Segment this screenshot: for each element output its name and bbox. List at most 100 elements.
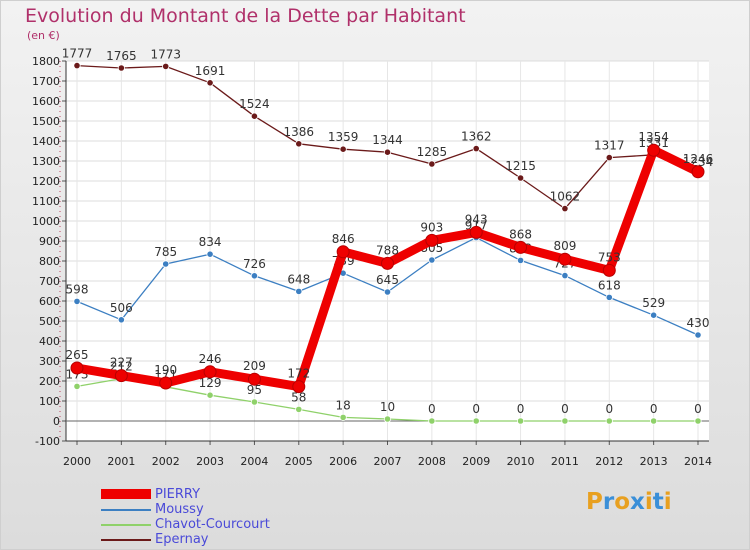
data-label: 0 [694,402,702,416]
data-point [206,250,214,258]
data-label: 430 [687,316,710,330]
x-tick-label: 2002 [152,455,180,468]
data-label: 529 [642,296,665,310]
y-tick-label: 1800 [32,55,60,68]
data-label: 0 [517,402,525,416]
data-label: 227 [110,356,133,370]
data-label: 209 [243,359,266,373]
data-label: 834 [199,235,222,249]
data-label: 618 [598,278,621,292]
data-label: 1344 [372,133,403,147]
data-label: 1331 [638,136,669,150]
data-point [561,417,569,425]
y-tick-label: 1300 [32,155,60,168]
legend-label: Epernay [155,532,209,547]
data-point [206,391,214,399]
data-label: 265 [66,348,89,362]
chart-unit-label: (en €) [27,29,60,42]
y-tick-label: 1200 [32,175,60,188]
data-point [295,287,303,295]
logo-letter: P [586,489,603,515]
data-label: 753 [598,250,621,264]
data-label: 598 [66,282,89,296]
data-label: 18 [336,398,351,412]
y-tick-label: 1600 [32,95,60,108]
y-tick-label: 300 [39,355,60,368]
data-point [472,145,480,153]
y-tick-label: 1700 [32,75,60,88]
data-point [159,376,173,390]
data-label: 1691 [195,64,226,78]
logo-letter: i [663,489,672,515]
logo-letter: o [614,489,631,515]
data-point [339,145,347,153]
data-point [516,174,525,182]
x-tick-label: 2004 [240,455,268,468]
data-label: 1215 [505,159,536,173]
data-point [162,260,170,268]
data-point [381,256,394,270]
y-tick-label: 500 [39,315,60,328]
data-point [605,154,613,162]
data-label: 190 [154,363,177,377]
legend-swatch [101,539,151,541]
y-tick-label: 200 [39,375,60,388]
data-point [383,148,392,156]
x-tick-label: 2011 [551,455,579,468]
data-point [206,79,214,87]
y-tick-label: 800 [39,255,60,268]
data-point [250,398,259,406]
data-point [469,225,483,239]
y-tick-label: 1400 [32,135,60,148]
data-point [203,365,217,379]
data-label: 10 [380,400,395,414]
x-tick-label: 2000 [63,455,91,468]
data-label: 1362 [461,130,492,144]
logo-letter: i [644,489,653,515]
x-tick-label: 2008 [418,455,446,468]
data-point [428,417,436,425]
x-tick-label: 2012 [595,455,623,468]
data-point [336,245,350,259]
data-label: 645 [376,273,399,287]
legend-swatch [101,489,151,499]
data-point [73,61,81,70]
data-label: 1386 [284,125,315,139]
data-point [383,288,392,296]
legend-label: Chavot-Courcourt [155,517,270,532]
data-label: 1777 [62,47,93,61]
chart-title: Evolution du Montant de la Dette par Hab… [25,5,466,27]
x-tick-label: 2005 [285,455,313,468]
data-point [514,240,528,254]
data-point [295,405,303,413]
data-label: 1246 [683,152,714,166]
proxiti-logo: Proxiti [586,489,672,515]
data-point [605,293,613,301]
data-label: 785 [154,245,177,259]
data-point [516,256,525,264]
data-point [472,417,480,425]
x-tick-label: 2009 [462,455,490,468]
data-point [292,380,306,394]
data-point [73,297,81,305]
data-label: 0 [428,402,436,416]
legend-label: PIERRY [155,487,201,502]
data-label: 1773 [150,47,181,61]
data-label: 246 [199,352,222,366]
data-label: 943 [465,212,488,226]
data-label: 1359 [328,130,359,144]
data-label: 1524 [239,97,270,111]
data-point [428,160,436,168]
data-label: 903 [420,220,443,234]
logo-letter: r [602,489,615,515]
legend-swatch [101,509,151,511]
data-point [691,165,705,179]
legend-label: Moussy [155,502,204,517]
data-point [117,64,125,72]
data-label: 868 [509,227,532,241]
data-point [383,415,392,423]
x-tick-label: 2006 [329,455,357,468]
y-tick-label: -100 [35,435,60,448]
data-point [558,252,572,266]
